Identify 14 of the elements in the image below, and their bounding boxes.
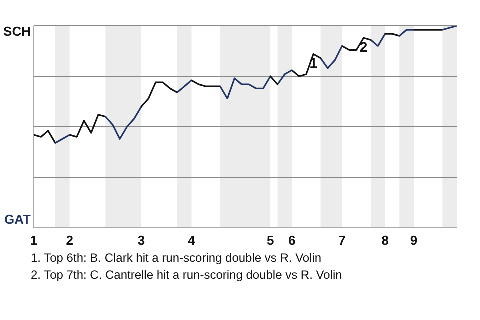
x-tick-label: 6 [288,233,296,248]
text: 1. Top 6th: B. Clark hit a run-scoring double vs R. Volin [31,250,323,267]
x-tick-label: 7 [338,233,346,248]
x-tick-label: 3 [138,233,146,248]
x-tick-label: 5 [266,233,274,248]
text: 2. Top 7th: C. Cantrelle hit a run-scoring double vs R. Volin [31,267,342,284]
x-tick-label: 8 [382,233,389,248]
x-tick-label: 4 [188,233,196,248]
text: SCH [4,24,31,39]
text: GAT [4,212,31,227]
x-tick-label: 2 [66,233,74,248]
x-tick-label: 1 [30,233,38,248]
annotation: 2 [360,39,368,56]
x-tick-label: 9 [410,233,418,248]
